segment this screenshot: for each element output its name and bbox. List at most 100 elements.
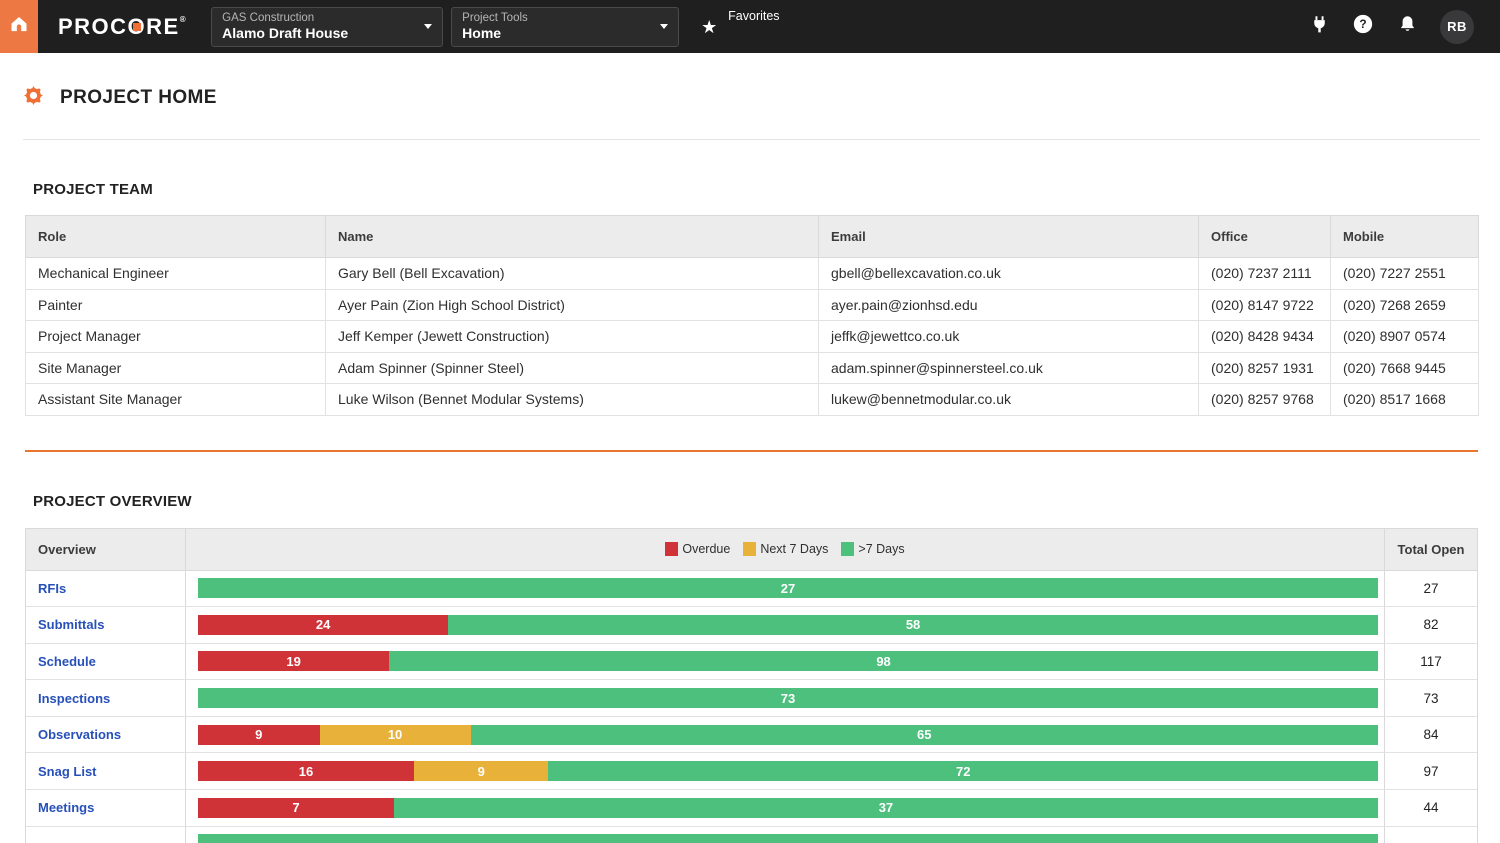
- overview-row-meetings: Meetings 7 37 44: [26, 790, 1477, 827]
- marketplace-plug-button[interactable]: [1308, 15, 1330, 38]
- team-table-cell: Painter: [25, 288, 326, 321]
- team-column-header: Office: [1198, 215, 1331, 258]
- tools-selector-value: Home: [462, 25, 502, 41]
- legend-swatch-gt7: [841, 542, 855, 556]
- team-table-cell: lukew@bennetmodular.co.uk: [818, 383, 1199, 416]
- overview-row-link[interactable]: RFIs: [38, 580, 67, 596]
- overview-row-link[interactable]: Meetings: [38, 800, 95, 816]
- overview-row-label-cell: Meetings: [26, 790, 186, 826]
- team-table-row: Mechanical Engineer Gary Bell (Bell Excav…: [25, 257, 1479, 290]
- overview-bar-cell: 73: [186, 680, 1385, 716]
- overview-total-cell: [1385, 827, 1477, 843]
- project-overview-table: Overview Overdue Next 7 Days >7 Days Total…: [25, 527, 1478, 843]
- overview-bar-cell: 19 98: [186, 643, 1385, 680]
- legend-label: Next 7 Days: [760, 542, 829, 556]
- bar-segment-overdue: 7: [198, 797, 394, 818]
- team-table-cell: Ayer Pain (Zion High School District): [325, 288, 819, 321]
- legend-item-overdue: Overdue: [665, 542, 730, 556]
- overview-total-cell: 44: [1423, 800, 1439, 816]
- header-divider: [23, 139, 1480, 140]
- team-table-cell: adam.spinner@spinnersteel.co.uk: [818, 351, 1199, 384]
- svg-text:?: ?: [1359, 17, 1366, 31]
- page-title: PROJECT HOME: [60, 87, 217, 108]
- logo-orange-dot: [133, 22, 142, 31]
- overview-row-label-cell: Schedule: [26, 643, 186, 680]
- team-table-cell: (020) 8517 1668: [1330, 383, 1479, 416]
- gear-icon: [24, 86, 43, 110]
- favorites-button[interactable]: ★ Favorites: [701, 0, 811, 53]
- overview-total-cell: 27: [1423, 580, 1439, 596]
- project-selector[interactable]: GAS Construction Alamo Draft House: [211, 6, 444, 47]
- chevron-down-icon: [660, 24, 669, 29]
- home-icon: [9, 14, 29, 39]
- team-table-cell: gbell@bellexcavation.co.uk: [818, 257, 1199, 290]
- home-button[interactable]: [0, 0, 38, 53]
- bar-segment-gt7: 27: [198, 578, 1378, 599]
- team-table-cell: (020) 7227 2551: [1330, 257, 1479, 290]
- project-tools-selector[interactable]: Project Tools Home: [451, 6, 680, 47]
- overview-row-link[interactable]: Observations: [38, 727, 122, 743]
- team-column-header: Email: [818, 215, 1199, 258]
- stacked-bar: 16 9 72: [198, 761, 1378, 782]
- help-icon: ?: [1352, 13, 1374, 40]
- overview-total-cell: 84: [1423, 727, 1439, 743]
- stacked-bar: [198, 834, 1378, 843]
- team-column-header: Name: [325, 215, 819, 258]
- chevron-down-icon: [424, 24, 433, 29]
- stacked-bar: 7 37: [198, 797, 1378, 818]
- overview-row-schedule: Schedule 19 98 117: [26, 643, 1477, 681]
- star-icon: ★: [701, 16, 718, 37]
- overview-row-label-cell: [26, 826, 186, 843]
- bar-segment-overdue: 9: [198, 724, 320, 745]
- user-avatar[interactable]: RB: [1440, 9, 1474, 44]
- team-table-row: Painter Ayer Pain (Zion High School Distr…: [25, 288, 1479, 321]
- topbar-actions: ? RB: [1308, 9, 1474, 44]
- team-table-cell: (020) 7668 9445: [1330, 351, 1479, 384]
- total-open-column-header: Total Open: [1397, 541, 1465, 557]
- overview-row-label-cell: Inspections: [26, 680, 186, 716]
- stacked-bar: 9 10 65: [198, 724, 1378, 745]
- team-table-row: Project Manager Jeff Kemper (Jewett Const…: [25, 320, 1479, 353]
- project-selector-value: Alamo Draft House: [222, 25, 349, 41]
- project-selector-label: GAS Construction: [222, 12, 315, 24]
- overview-bar-cell: 16 9 72: [186, 753, 1385, 790]
- notifications-button[interactable]: [1396, 15, 1418, 38]
- overview-row-link[interactable]: Snag List: [38, 763, 97, 779]
- overview-table-header: Overview Overdue Next 7 Days >7 Days Total…: [26, 528, 1477, 571]
- overview-row-link[interactable]: Schedule: [38, 653, 96, 669]
- help-button[interactable]: ?: [1352, 13, 1374, 40]
- team-table-cell: Site Manager: [25, 351, 326, 384]
- bar-segment-overdue: 16: [198, 761, 414, 782]
- team-table-cell: Mechanical Engineer: [25, 257, 326, 290]
- legend-label: Overdue: [682, 542, 731, 556]
- top-navigation-bar: PROCORE® GAS Construction Alamo Draft Ho…: [0, 0, 1500, 53]
- project-team-table: Role Name Email Office Mobile Mechanical Eng…: [25, 215, 1479, 416]
- bar-segment-gt7: 98: [389, 651, 1378, 672]
- team-column-header: Role: [25, 215, 326, 258]
- project-overview-heading: PROJECT OVERVIEW: [33, 492, 192, 510]
- favorites-label: Favorites: [728, 9, 780, 23]
- procore-logo[interactable]: PROCORE®: [58, 14, 187, 40]
- team-table-cell: jeffk@jewettco.co.uk: [818, 320, 1199, 353]
- section-divider: [25, 449, 1478, 452]
- overview-column-header: Overview: [26, 528, 186, 570]
- overview-row-link[interactable]: Submittals: [38, 617, 105, 633]
- page-header: PROJECT HOME: [0, 53, 1500, 110]
- bar-segment-overdue: 24: [198, 614, 449, 635]
- team-table-row: Assistant Site Manager Luke Wilson (Benne…: [25, 383, 1479, 416]
- legend-label: >7 Days: [858, 542, 905, 556]
- team-table-cell: Project Manager: [25, 320, 326, 353]
- overview-bar-cell: 7 37: [186, 790, 1385, 826]
- overview-total-cell: 82: [1423, 617, 1439, 633]
- overview-row-link[interactable]: Inspections: [38, 690, 111, 706]
- team-table-cell: Jeff Kemper (Jewett Construction): [325, 320, 819, 353]
- team-table-cell: (020) 7268 2659: [1330, 288, 1479, 321]
- team-table-cell: (020) 8428 9434: [1198, 320, 1331, 353]
- team-table-cell: (020) 7237 2111: [1198, 257, 1331, 290]
- bar-segment-gt7: 37: [393, 797, 1378, 818]
- stacked-bar: 19 98: [198, 651, 1378, 672]
- overview-row-label-cell: Snag List: [26, 753, 186, 790]
- overview-row-snag-list: Snag List 16 9 72 97: [26, 753, 1477, 791]
- overview-bar-cell: 9 10 65: [186, 716, 1385, 753]
- bar-segment-gt7: 73: [198, 688, 1378, 709]
